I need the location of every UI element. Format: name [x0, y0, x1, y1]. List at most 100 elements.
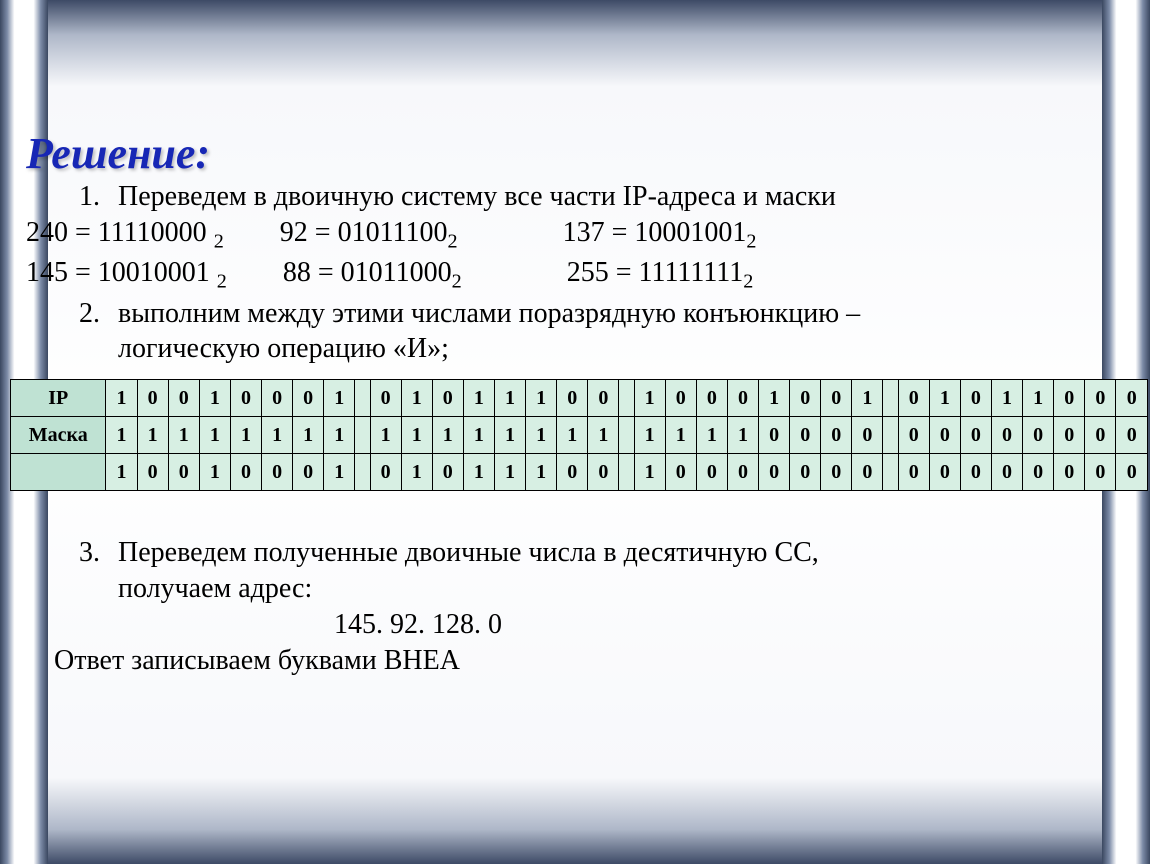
octet-gap — [355, 454, 370, 491]
bit-cell: 0 — [898, 380, 929, 417]
bit-cell: 0 — [929, 417, 960, 454]
bit-cell: 0 — [1023, 417, 1054, 454]
bit-cell: 0 — [1116, 380, 1148, 417]
bit-cell: 0 — [852, 454, 883, 491]
step-3-text: Переведем полученные двоичные числа в де… — [118, 535, 1096, 607]
row-label: Маска — [11, 417, 106, 454]
bit-cell: 1 — [293, 417, 324, 454]
subscript-2: 2 — [214, 230, 224, 252]
bit-cell: 0 — [230, 454, 261, 491]
bit-cell: 1 — [199, 454, 230, 491]
bit-cell: 0 — [1054, 380, 1085, 417]
bit-cell: 0 — [588, 454, 619, 491]
bit-cell: 1 — [106, 417, 137, 454]
bit-cell: 0 — [168, 454, 199, 491]
bit-cell: 0 — [370, 380, 401, 417]
table-row: IP10010001010111001000100101011000 — [11, 380, 1148, 417]
table-row: Маска11111111111111111111000000000000 — [11, 417, 1148, 454]
bit-cell: 1 — [727, 417, 758, 454]
bit-cell: 1 — [991, 380, 1022, 417]
conv-b2-dec: 88 — [283, 257, 311, 288]
bit-cell: 0 — [727, 380, 758, 417]
bit-cell: 1 — [494, 380, 525, 417]
bit-cell: 0 — [898, 454, 929, 491]
bit-cell: 1 — [106, 380, 137, 417]
octet-gap — [883, 417, 898, 454]
bit-cell: 1 — [199, 380, 230, 417]
step-2: 2. выполним между этими числами поразряд… — [54, 296, 1096, 368]
bit-cell: 1 — [370, 417, 401, 454]
subscript-2: 2 — [452, 271, 462, 293]
bit-cell: 0 — [991, 454, 1022, 491]
conv-b3-dec: 255 — [567, 257, 609, 288]
bit-cell: 1 — [665, 417, 696, 454]
bit-cell: 1 — [463, 417, 494, 454]
bit-cell: 0 — [432, 454, 463, 491]
bit-cell: 0 — [262, 380, 293, 417]
bit-cell: 0 — [960, 454, 991, 491]
octet-gap — [355, 417, 370, 454]
bit-cell: 0 — [727, 454, 758, 491]
bit-cell: 0 — [557, 380, 588, 417]
octet-gap — [619, 380, 634, 417]
octet-gap — [619, 417, 634, 454]
subscript-2: 2 — [217, 271, 227, 293]
step-3-line2: получаем адрес: — [118, 573, 312, 604]
bit-cell: 0 — [790, 417, 821, 454]
row-label: IP — [11, 380, 106, 417]
conversion-row-2: 145 = 10010001 2 88 = 010110002 255 = 11… — [26, 255, 1096, 295]
bit-cell: 0 — [1085, 380, 1116, 417]
step-3-num: 3. — [54, 535, 118, 607]
bit-cell: 1 — [106, 454, 137, 491]
bitwise-table: IP10010001010111001000100101011000Маска1… — [10, 379, 1148, 491]
bit-cell: 0 — [137, 380, 168, 417]
bit-cell: 0 — [588, 380, 619, 417]
bit-cell: 1 — [401, 380, 432, 417]
conv-b1-dec: 145 — [26, 257, 68, 288]
conv-b2-bin: 01011000 — [341, 257, 452, 288]
bit-cell: 0 — [929, 454, 960, 491]
bit-cell: 0 — [293, 454, 324, 491]
bit-cell: 1 — [463, 380, 494, 417]
conv-a3-bin: 10001001 — [634, 217, 746, 248]
bit-cell: 0 — [852, 417, 883, 454]
bit-cell: 0 — [370, 454, 401, 491]
table-row: 10010001010111001000000000000000 — [11, 454, 1148, 491]
bit-cell: 1 — [137, 417, 168, 454]
bit-cell: 1 — [168, 417, 199, 454]
octet-gap — [619, 454, 634, 491]
conv-a1-bin: 11110000 — [98, 217, 207, 248]
bit-cell: 0 — [1023, 454, 1054, 491]
bit-cell: 0 — [1054, 454, 1085, 491]
bit-cell: 0 — [898, 417, 929, 454]
step-3: 3. Переведем полученные двоичные числа в… — [54, 535, 1096, 607]
bit-cell: 1 — [401, 454, 432, 491]
step-2-text: выполним между этими числами поразрядную… — [118, 296, 1096, 368]
bit-cell: 0 — [168, 380, 199, 417]
step-1-num: 1. — [54, 179, 118, 215]
bit-cell: 1 — [634, 417, 665, 454]
bit-cell: 1 — [324, 417, 355, 454]
bit-cell: 1 — [463, 454, 494, 491]
subscript-2: 2 — [447, 230, 457, 252]
bit-cell: 0 — [1116, 454, 1148, 491]
bit-cell: 1 — [696, 417, 727, 454]
bit-cell: 0 — [230, 380, 261, 417]
conv-b1-bin: 10010001 — [98, 257, 210, 288]
bit-cell: 1 — [1023, 380, 1054, 417]
subscript-2: 2 — [746, 230, 756, 252]
subscript-2: 2 — [743, 271, 753, 293]
bit-cell: 0 — [960, 380, 991, 417]
bit-cell: 1 — [324, 380, 355, 417]
body-text: 1. Переведем в двоичную систему все част… — [54, 179, 1096, 367]
conv-b3-bin: 11111111 — [639, 257, 744, 288]
bit-cell: 0 — [821, 417, 852, 454]
bit-cell: 1 — [262, 417, 293, 454]
bit-cell: 0 — [960, 417, 991, 454]
bit-cell: 1 — [526, 454, 557, 491]
conv-a2-bin: 01011100 — [338, 217, 448, 248]
bit-cell: 0 — [557, 454, 588, 491]
step-3-line1: Переведем полученные двоичные числа в де… — [118, 537, 819, 568]
step-2-num: 2. — [54, 296, 118, 368]
result-address: 145. 92. 128. 0 — [54, 607, 1096, 643]
